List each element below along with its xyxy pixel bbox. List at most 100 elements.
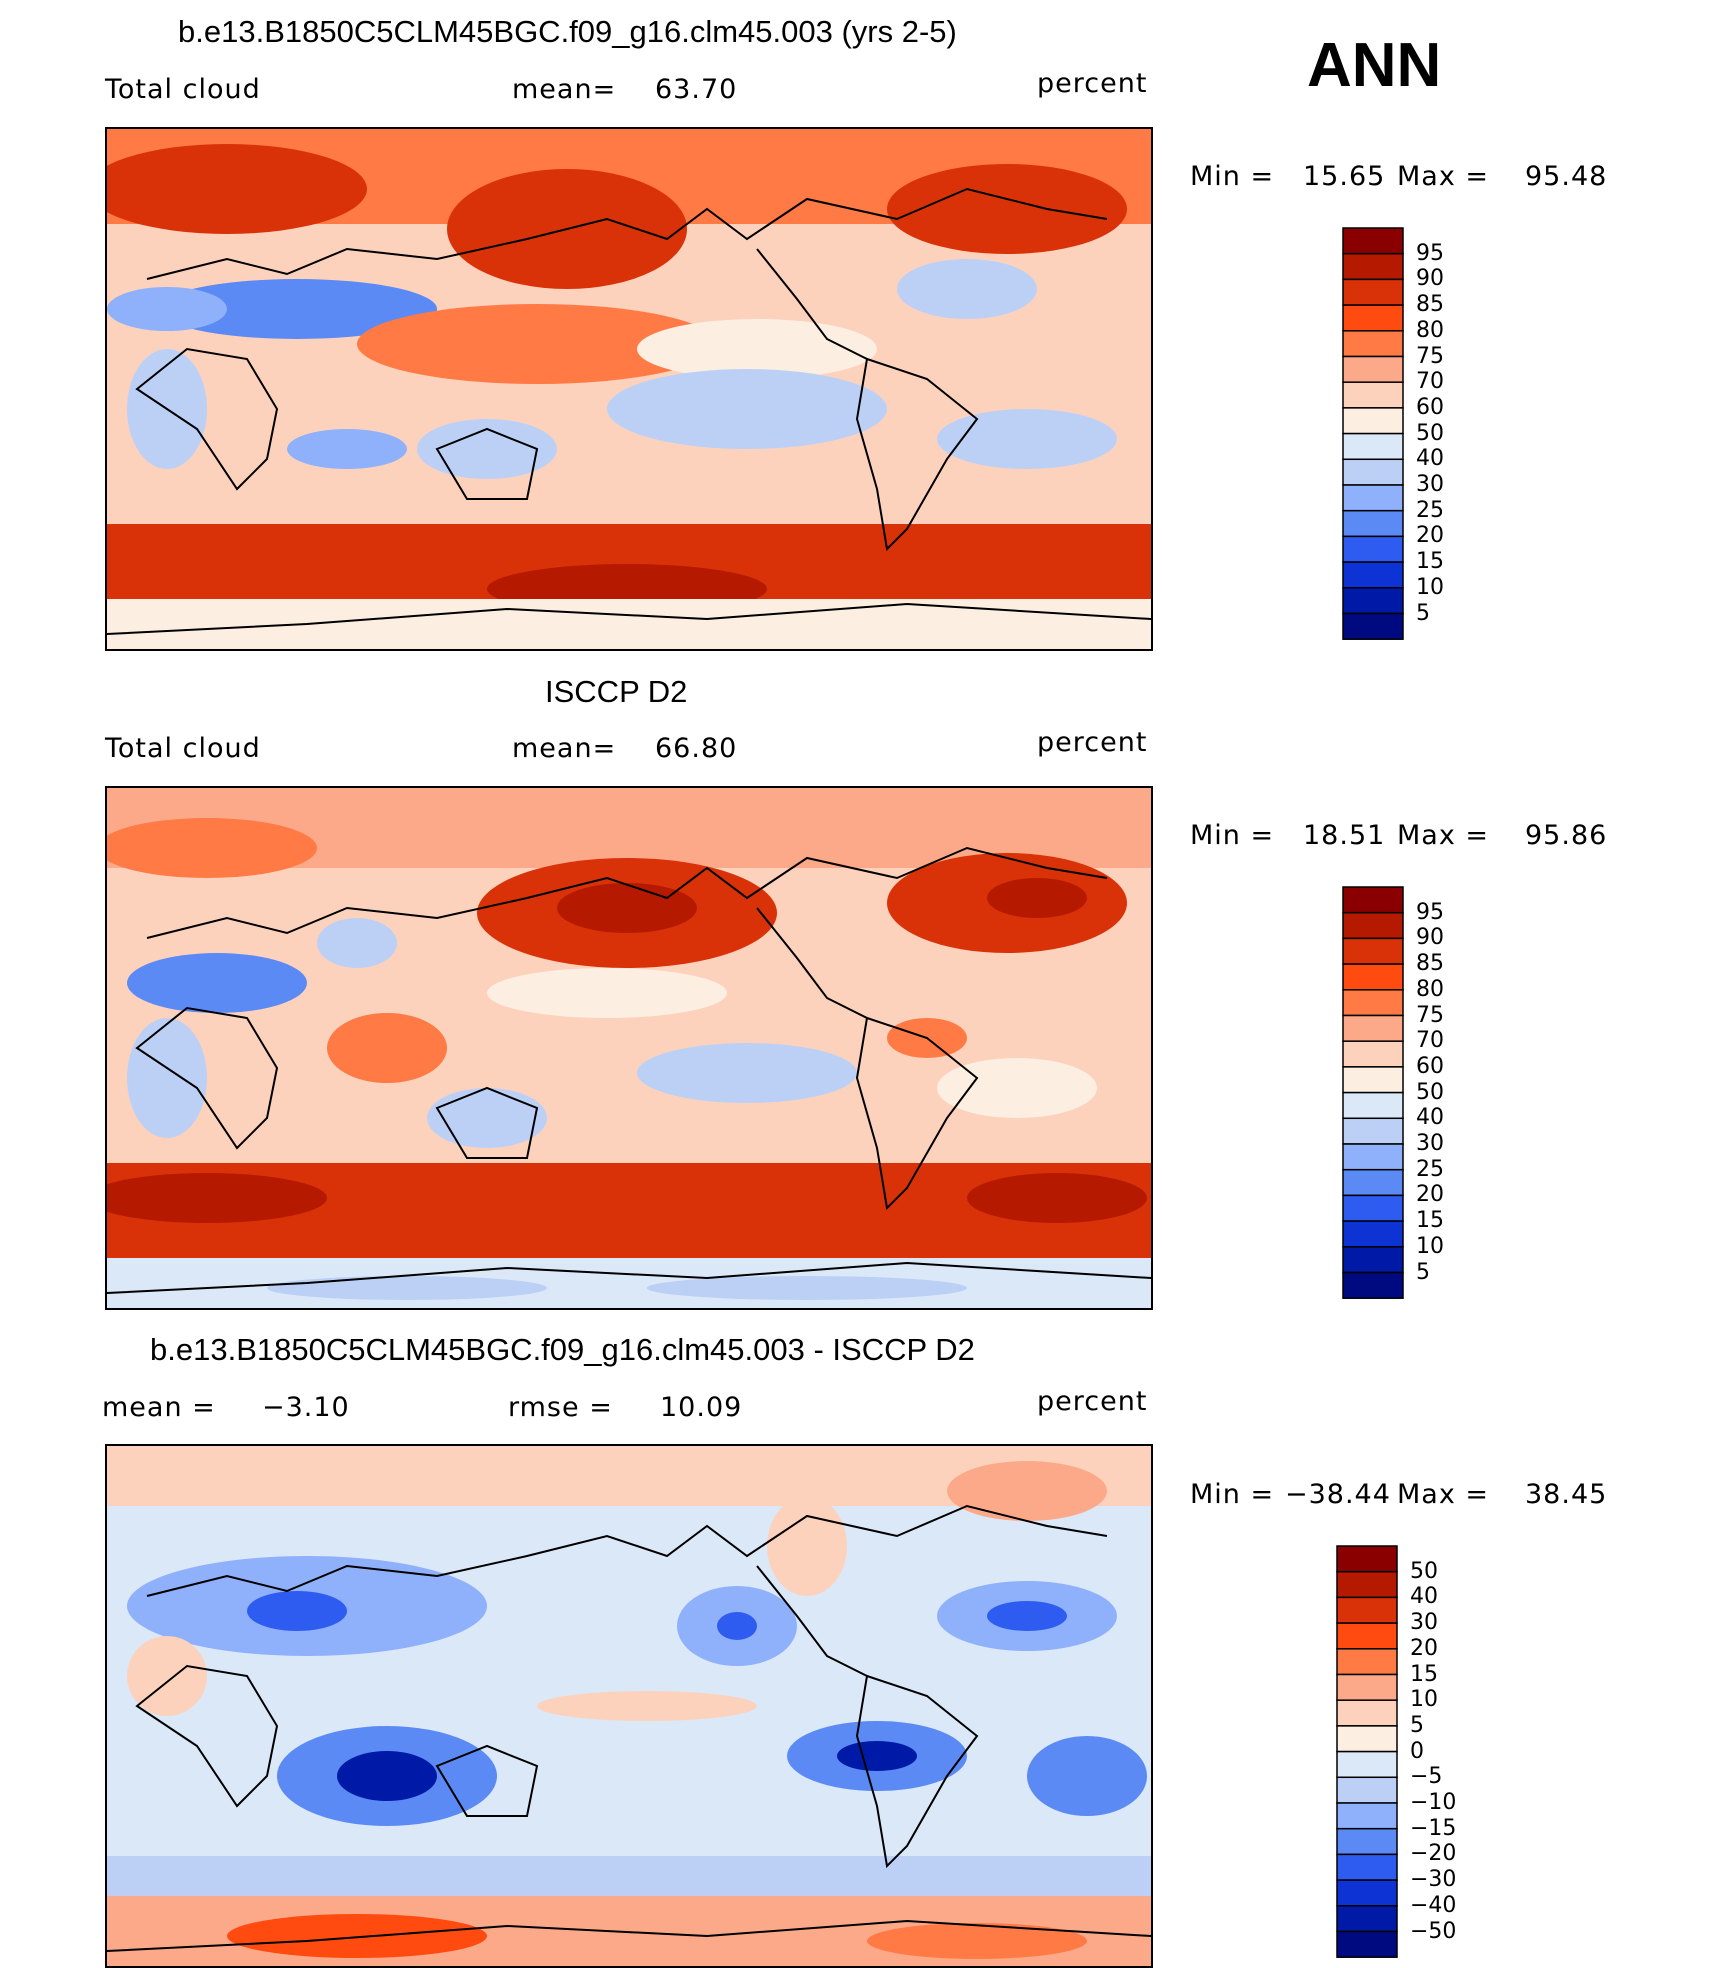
colorbar-box bbox=[1342, 330, 1404, 358]
colorbar-box bbox=[1342, 304, 1404, 332]
colorbar-level-label: 5 bbox=[1410, 1712, 1424, 1738]
panel1-min-value: 15.65 bbox=[1303, 161, 1386, 192]
colorbar-box bbox=[1342, 278, 1404, 306]
colorbar-level-label: 95 bbox=[1416, 240, 1444, 266]
colorbar-box bbox=[1336, 1725, 1398, 1753]
colorbar-box bbox=[1336, 1596, 1398, 1624]
colorbar-level-label: 50 bbox=[1416, 420, 1444, 446]
colorbar-box bbox=[1342, 1271, 1404, 1299]
colorbar-box bbox=[1342, 561, 1404, 589]
panel1-min-label: Min = bbox=[1190, 161, 1275, 192]
colorbar-level-label: 85 bbox=[1416, 292, 1444, 318]
panel3-map bbox=[105, 1444, 1153, 1968]
colorbar-level-label: 25 bbox=[1416, 1156, 1444, 1182]
colorbar-box bbox=[1336, 1776, 1398, 1804]
colorbar-boxes bbox=[1342, 227, 1404, 640]
panel2-max-label: Max = bbox=[1397, 820, 1490, 851]
colorbar-box bbox=[1336, 1570, 1398, 1599]
panel3-mean-label: mean = bbox=[102, 1392, 216, 1423]
colorbar-boxes bbox=[1336, 1545, 1398, 1958]
colorbar-level-label: 70 bbox=[1416, 369, 1444, 395]
colorbar-box bbox=[1342, 1040, 1404, 1068]
colorbar-level-label: 50 bbox=[1410, 1558, 1438, 1584]
panel1-title: b.e13.B1850C5CLM45BGC.f09_g16.clm45.003 … bbox=[178, 14, 957, 49]
panel1-colorbar: 95 90 85 80 75 70 60 50 40 30 25 20 15 10 5 bbox=[1342, 227, 1444, 647]
colorbar-level-label: −40 bbox=[1410, 1892, 1457, 1918]
colorbar-boxes bbox=[1342, 886, 1404, 1299]
colorbar-level-label: 20 bbox=[1410, 1635, 1438, 1661]
colorbar-box bbox=[1336, 1930, 1398, 1958]
colorbar-box bbox=[1342, 911, 1404, 940]
colorbar-box bbox=[1342, 937, 1404, 965]
colorbar-box bbox=[1342, 1117, 1404, 1145]
colorbar-level-label: 10 bbox=[1416, 1233, 1444, 1259]
colorbar-level-label: 60 bbox=[1416, 1053, 1444, 1079]
colorbar-box bbox=[1336, 1673, 1398, 1701]
colorbar-box bbox=[1336, 1905, 1398, 1933]
panel2-colorbar: 95 90 85 80 75 70 60 50 40 30 25 20 15 10 5 bbox=[1342, 886, 1444, 1306]
colorbar-box bbox=[1342, 1168, 1404, 1197]
panel2-units: percent bbox=[1037, 727, 1148, 758]
panel2-map-field bbox=[107, 788, 1151, 1308]
colorbar-box bbox=[1342, 1014, 1404, 1042]
colorbar-box bbox=[1342, 227, 1404, 255]
colorbar-level-label: −10 bbox=[1410, 1790, 1457, 1815]
colorbar-level-label: 0 bbox=[1410, 1738, 1424, 1764]
colorbar-level-label: 70 bbox=[1416, 1028, 1444, 1054]
colorbar-box bbox=[1342, 1194, 1404, 1222]
colorbar-level-label: 25 bbox=[1416, 497, 1444, 523]
panel3-max-value: 38.45 bbox=[1525, 1479, 1608, 1510]
panel3-min-label: Min = bbox=[1190, 1479, 1275, 1510]
colorbar-level-label: 85 bbox=[1416, 951, 1444, 977]
colorbar-level-label: 40 bbox=[1416, 1105, 1444, 1131]
colorbar-level-label: 75 bbox=[1416, 1002, 1444, 1028]
colorbar-box bbox=[1342, 535, 1404, 563]
colorbar-level-label: 90 bbox=[1416, 925, 1444, 951]
colorbar-box bbox=[1342, 587, 1404, 615]
panel3-min-value: −38.44 bbox=[1285, 1479, 1391, 1510]
colorbar-box bbox=[1336, 1853, 1398, 1881]
colorbar-box bbox=[1342, 407, 1404, 435]
panel3-colorbar: 50 40 30 20 15 10 5 0 −5 −10 −15 −20 −30 −40 −50 bbox=[1336, 1545, 1456, 1965]
colorbar-level-label: 15 bbox=[1410, 1661, 1438, 1687]
colorbar-box bbox=[1342, 1143, 1404, 1171]
colorbar-box bbox=[1342, 963, 1404, 991]
colorbar-level-label: 20 bbox=[1416, 1182, 1444, 1208]
panel3-rmse-value: 10.09 bbox=[660, 1392, 743, 1423]
colorbar-level-label: 30 bbox=[1416, 472, 1444, 497]
colorbar-box bbox=[1342, 989, 1404, 1017]
panel2-mean-label: mean= bbox=[512, 733, 617, 764]
panel1-left-label: Total cloud bbox=[105, 74, 261, 105]
panel3-title: b.e13.B1850C5CLM45BGC.f09_g16.clm45.003 … bbox=[150, 1332, 975, 1367]
panel3-max-label: Max = bbox=[1397, 1479, 1490, 1510]
colorbar-box bbox=[1342, 612, 1404, 640]
colorbar-box bbox=[1336, 1802, 1398, 1830]
colorbar-level-label: 10 bbox=[1416, 574, 1444, 600]
colorbar-box bbox=[1342, 355, 1404, 383]
colorbar-box bbox=[1336, 1622, 1398, 1650]
panel1-mean-label: mean= bbox=[512, 74, 617, 105]
colorbar-level-label: 75 bbox=[1416, 343, 1444, 369]
panel1-map bbox=[105, 127, 1153, 651]
colorbar-level-label: 10 bbox=[1410, 1687, 1438, 1713]
colorbar-level-label: 60 bbox=[1416, 394, 1444, 420]
colorbar-level-label: 5 bbox=[1416, 600, 1430, 626]
panel1-max-label: Max = bbox=[1397, 161, 1490, 192]
colorbar-level-label: 15 bbox=[1416, 1208, 1444, 1234]
colorbar-box bbox=[1342, 432, 1404, 461]
colorbar-box bbox=[1342, 1066, 1404, 1094]
colorbar-level-label: −5 bbox=[1410, 1764, 1443, 1790]
panel2-min-value: 18.51 bbox=[1303, 820, 1386, 851]
colorbar-box bbox=[1342, 252, 1404, 281]
colorbar-level-label: −20 bbox=[1410, 1841, 1457, 1867]
colorbar-box bbox=[1342, 1091, 1404, 1120]
colorbar-level-label: 80 bbox=[1416, 317, 1444, 343]
colorbar-box bbox=[1342, 886, 1404, 914]
colorbar-level-label: 95 bbox=[1416, 899, 1444, 925]
colorbar-level-label: 40 bbox=[1410, 1584, 1438, 1610]
colorbar-level-label: 90 bbox=[1416, 266, 1444, 292]
colorbar-box bbox=[1342, 458, 1404, 486]
colorbar-level-label: −50 bbox=[1410, 1918, 1457, 1944]
colorbar-box bbox=[1342, 484, 1404, 512]
colorbar-box bbox=[1336, 1699, 1398, 1727]
